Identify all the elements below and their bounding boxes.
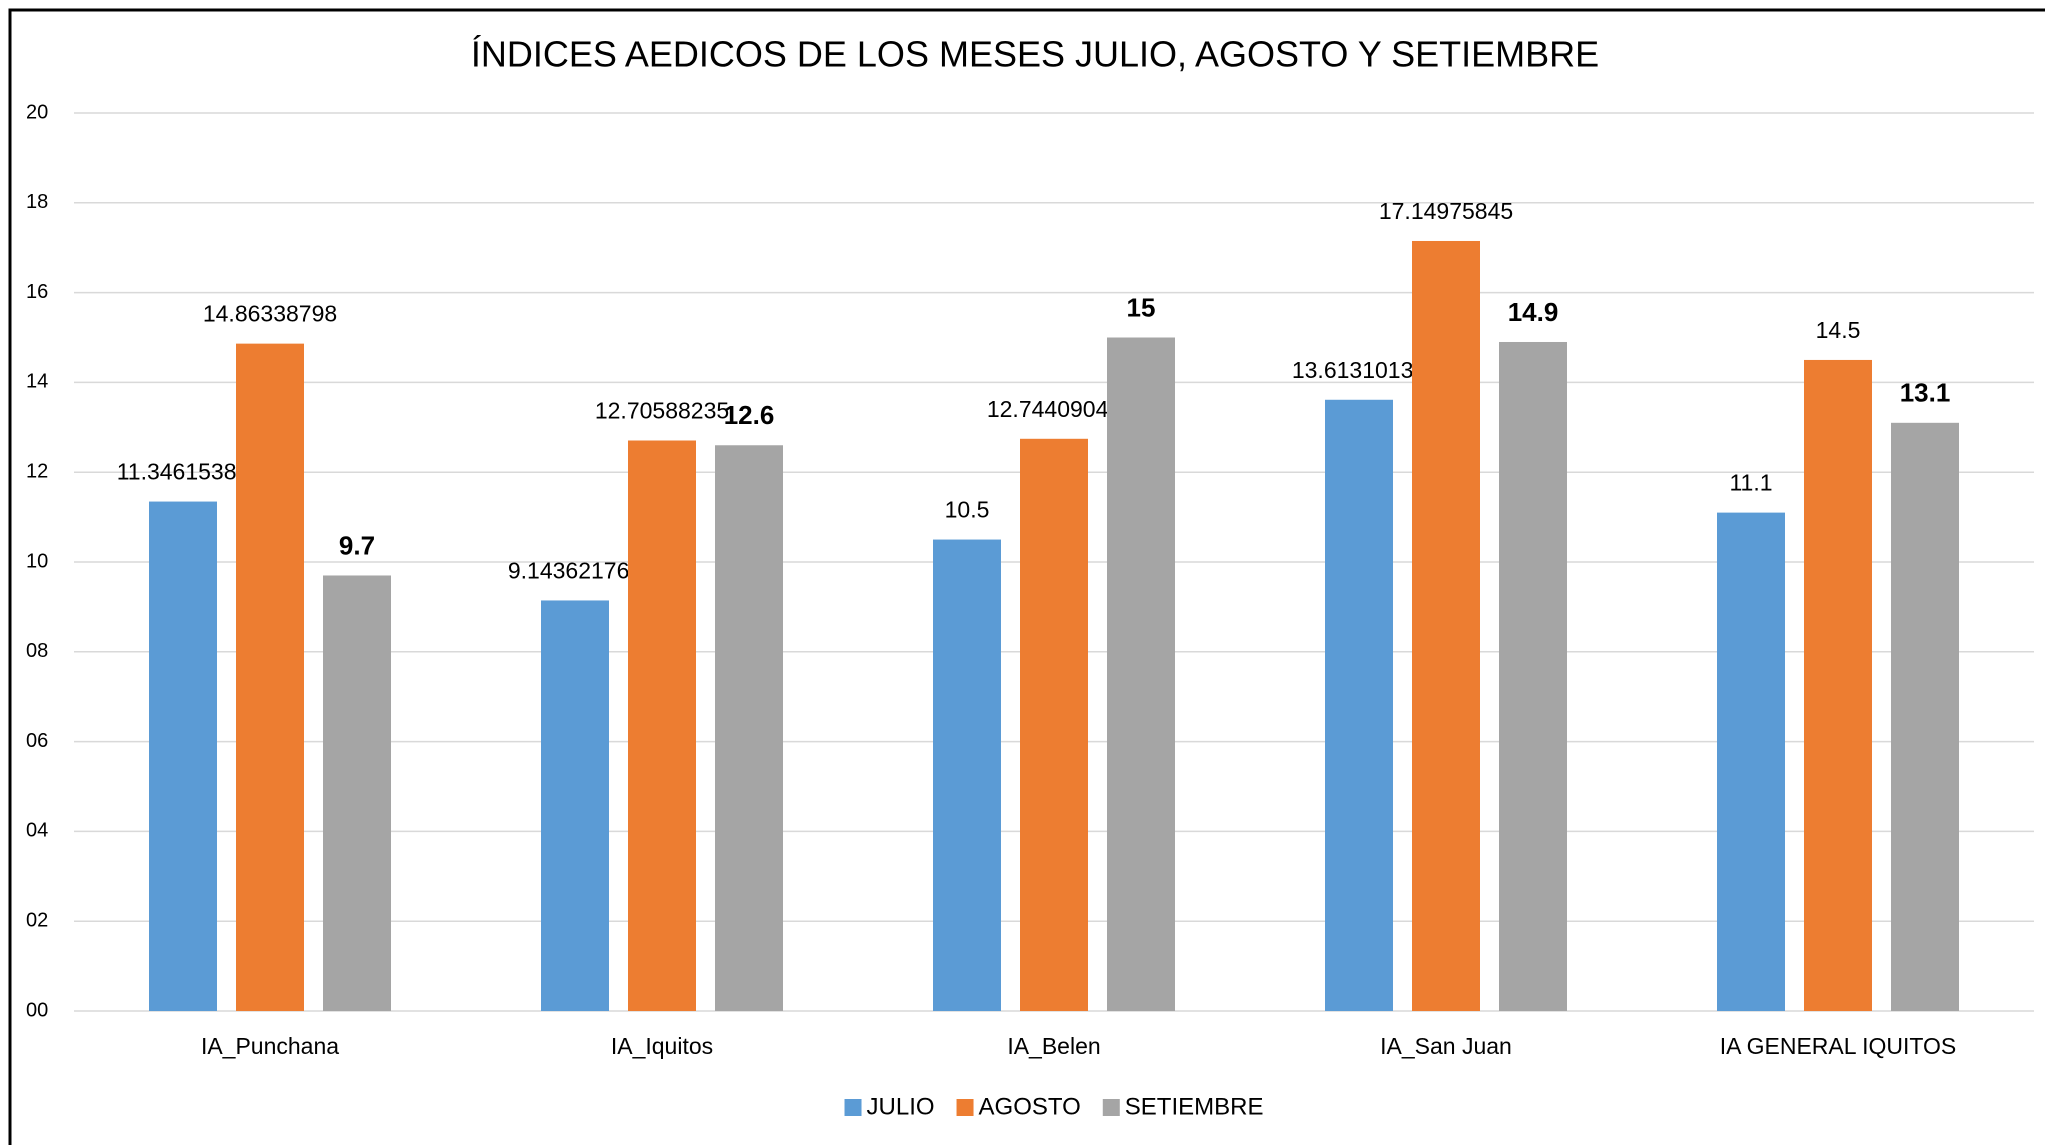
legend-swatch (956, 1099, 974, 1116)
legend-label: SETIEMBRE (1125, 1093, 1264, 1120)
bar (323, 575, 391, 1011)
x-tick-label: IA_Iquitos (611, 1033, 713, 1059)
y-tick-label: 20 (26, 101, 48, 123)
y-tick-label: 14 (26, 371, 48, 393)
data-label: 13.1 (1900, 378, 1951, 408)
data-label: 14.9 (1508, 297, 1559, 327)
chart-title: ÍNDICES AEDICOS DE LOS MESES JULIO, AGOS… (471, 34, 1599, 75)
y-tick-label: 06 (26, 730, 48, 752)
data-label: 11.34615385 (117, 459, 250, 485)
bar (236, 343, 304, 1011)
y-tick-label: 16 (26, 281, 48, 303)
data-label: 12.6 (724, 400, 775, 430)
y-tick-label: 04 (26, 820, 48, 842)
legend-swatch (1102, 1099, 1120, 1116)
y-tick-label: 00 (26, 999, 48, 1021)
bar (1891, 422, 1959, 1011)
bar (715, 445, 783, 1011)
bar (1804, 359, 1872, 1011)
bar (149, 501, 217, 1011)
bar (541, 600, 609, 1011)
data-label: 12.70588235 (595, 398, 729, 424)
bar (1412, 240, 1480, 1012)
bar (1107, 337, 1175, 1011)
data-label: 14.5 (1816, 317, 1861, 343)
data-label: 13.61310133 (1292, 357, 1426, 383)
data-label: 11.1 (1729, 470, 1772, 496)
y-tick-label: 10 (26, 550, 48, 572)
y-tick-label: 02 (26, 909, 48, 931)
bar (1020, 438, 1088, 1011)
bar (1717, 512, 1785, 1011)
legend-swatch (844, 1099, 862, 1116)
data-label: 9.7 (339, 530, 375, 560)
data-label: 10.5 (945, 497, 990, 523)
x-tick-label: IA GENERAL IQUITOS (1720, 1033, 1956, 1059)
bar (1499, 341, 1567, 1011)
bar (1325, 399, 1393, 1012)
legend-label: JULIO (867, 1093, 935, 1120)
legend-label: AGOSTO (979, 1093, 1081, 1120)
data-label: 12.74409044 (987, 396, 1122, 422)
bar (628, 440, 696, 1012)
data-label: 14.86338798 (203, 301, 337, 327)
data-label: 15 (1127, 292, 1156, 322)
y-tick-label: 08 (26, 640, 48, 662)
x-tick-label: IA_Belen (1007, 1033, 1100, 1059)
x-tick-label: IA_Punchana (201, 1033, 339, 1059)
x-tick-label: IA_San Juan (1380, 1033, 1512, 1059)
bar (933, 539, 1001, 1011)
y-tick-label: 12 (26, 460, 48, 482)
data-label: 17.14975845 (1379, 198, 1513, 224)
data-label: 9.143621766 (508, 558, 642, 584)
y-tick-label: 18 (26, 191, 48, 213)
